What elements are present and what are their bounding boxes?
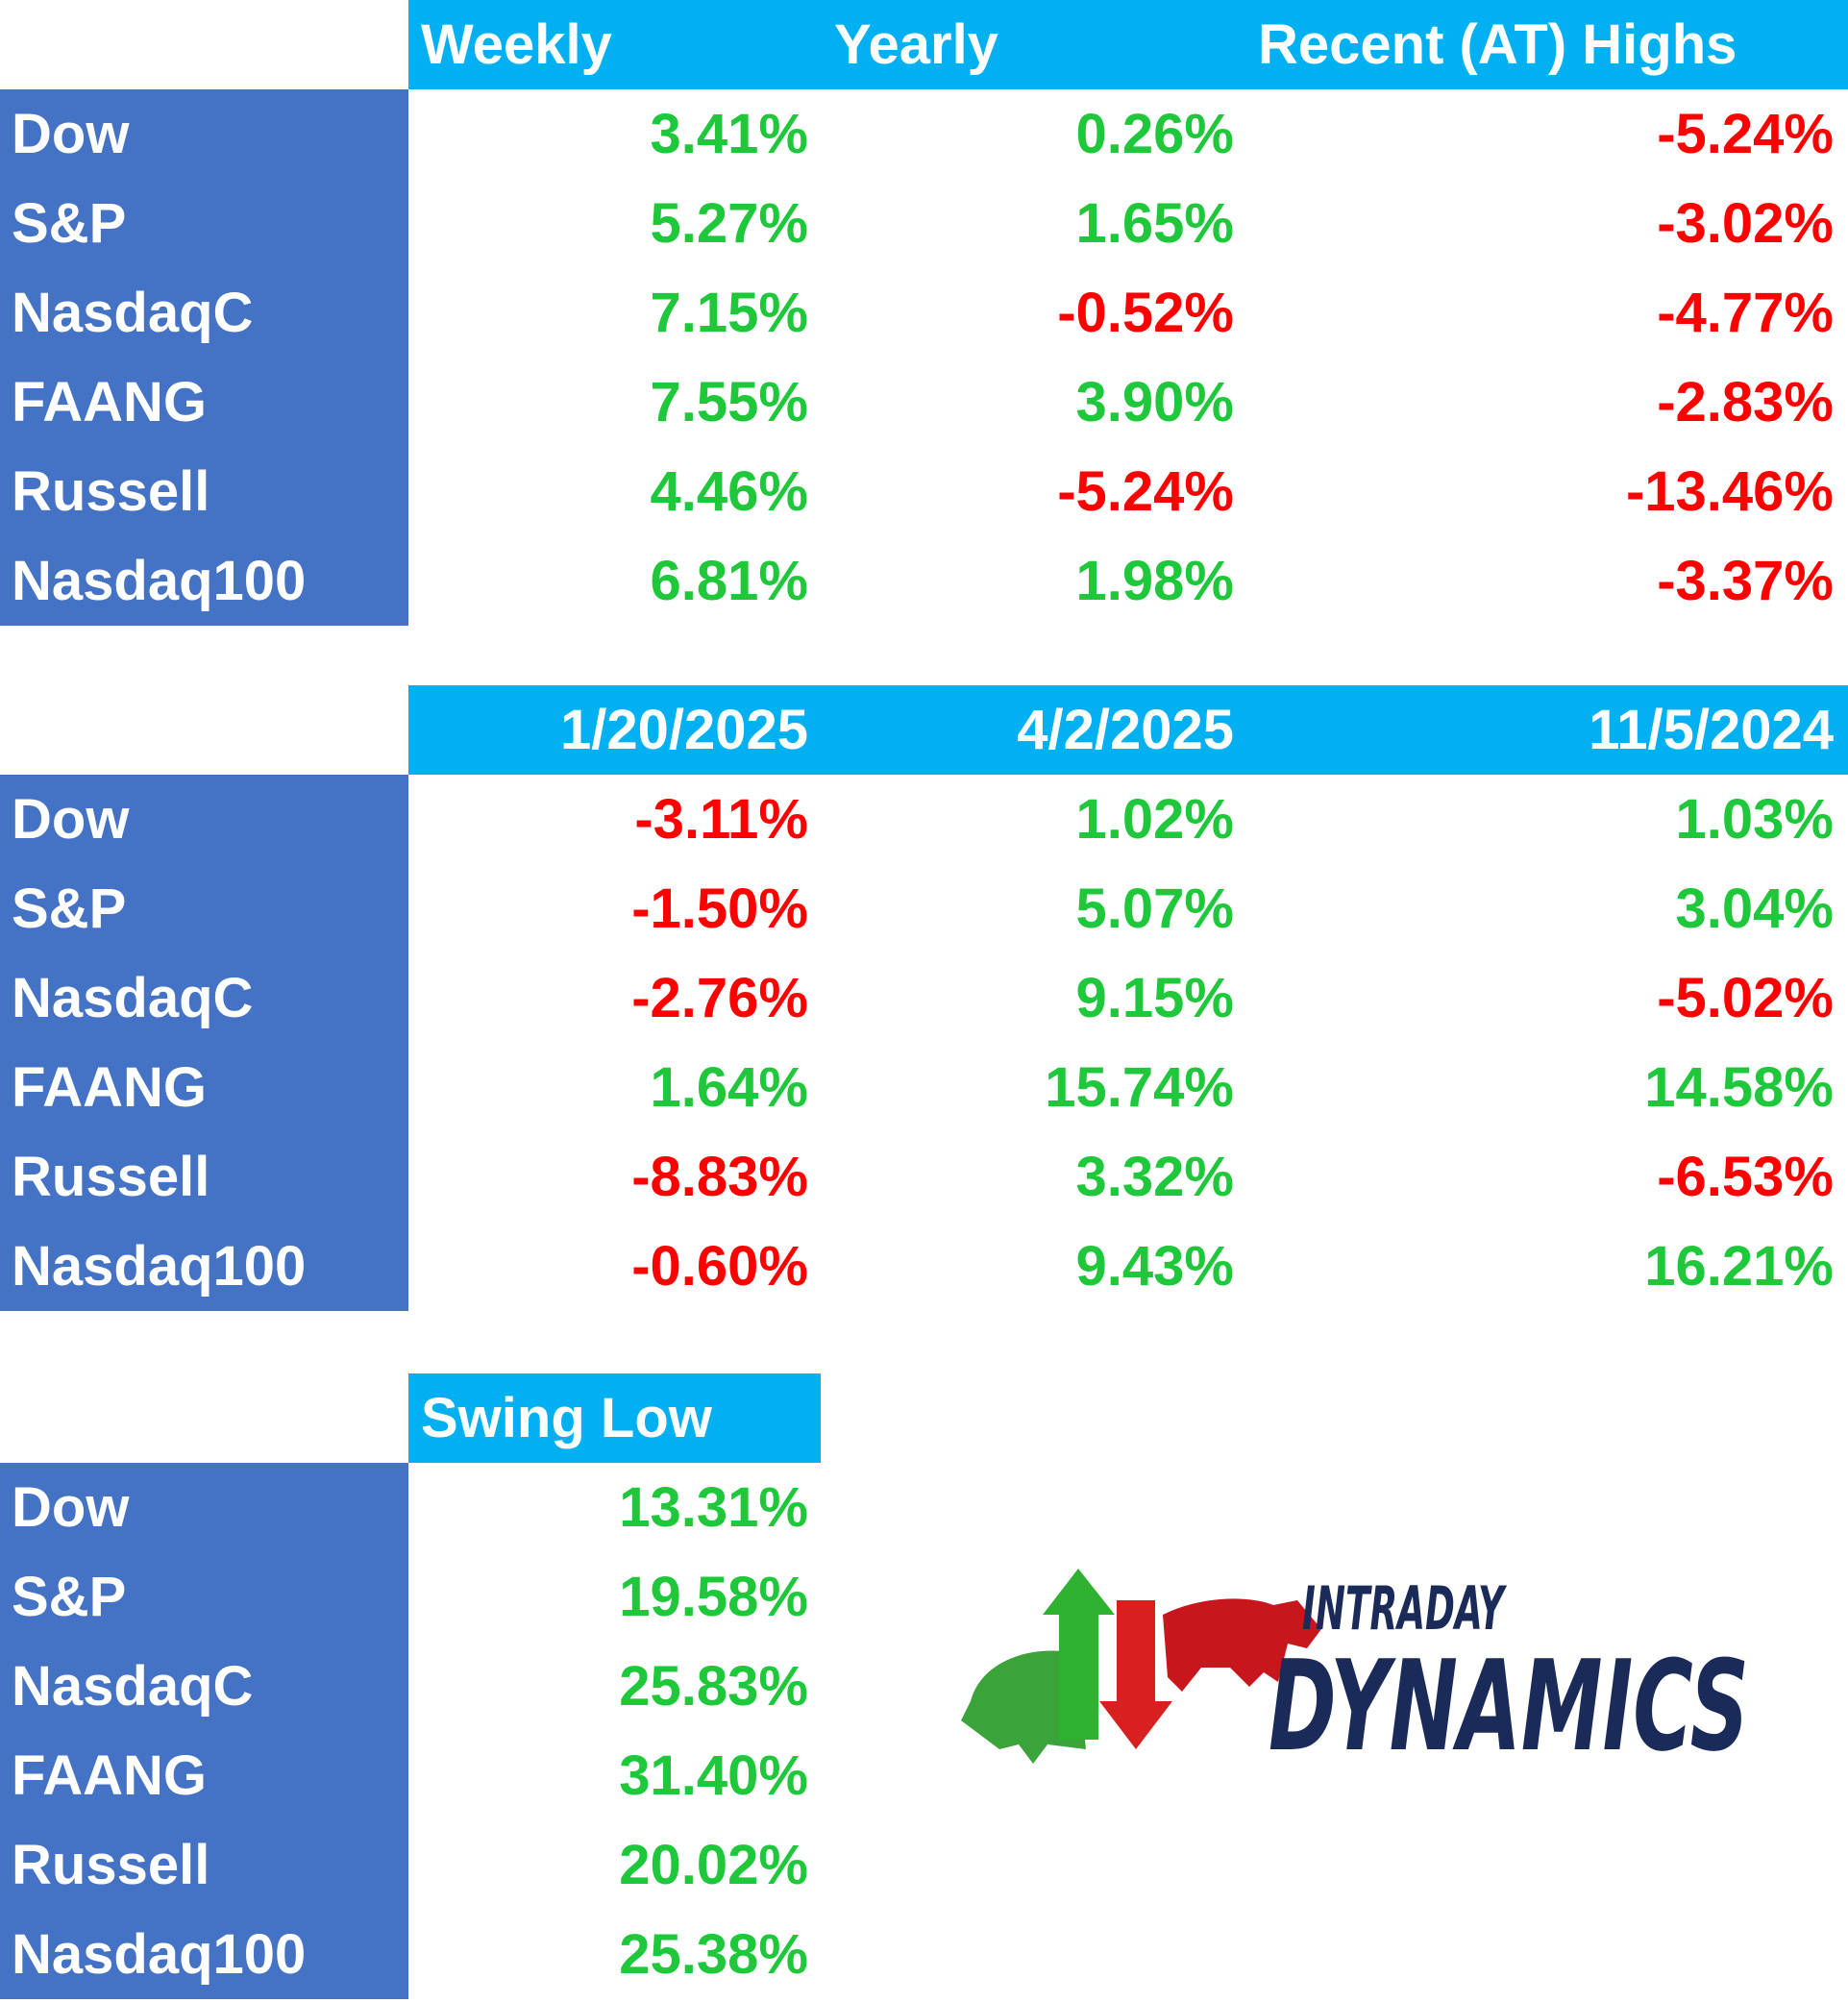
row-label: Nasdaq100	[0, 536, 408, 626]
logo: INTRADAY DYNAMICS	[961, 1569, 1749, 1779]
value-cell: 9.15%	[1075, 967, 1234, 1029]
value-cell: 3.32%	[1075, 1146, 1234, 1208]
bull-icon	[961, 1650, 1086, 1764]
logo-line2: DYNAMICS	[1269, 1633, 1749, 1779]
row-label: FAANG	[0, 1731, 408, 1820]
column-header: 11/5/2024	[1589, 699, 1834, 761]
down-arrow	[1099, 1600, 1172, 1749]
row-label: Dow	[0, 1463, 408, 1552]
value-cell: 4.46%	[650, 460, 808, 523]
column-header: Yearly	[834, 13, 998, 76]
value-cell: 14.58%	[1644, 1056, 1834, 1119]
value-cell: 20.02%	[619, 1834, 808, 1896]
row-label: S&P	[0, 1552, 408, 1642]
value-cell: -3.02%	[1657, 192, 1834, 255]
up-arrow	[1043, 1569, 1115, 1740]
row-label: Dow	[0, 89, 408, 179]
value-cell: 25.38%	[619, 1923, 808, 1986]
value-cell: -3.11%	[634, 788, 808, 851]
value-cell: -4.77%	[1657, 282, 1834, 344]
value-cell: 5.07%	[1075, 878, 1234, 940]
value-cell: -8.83%	[631, 1146, 808, 1208]
value-cell: -2.83%	[1657, 371, 1834, 433]
value-cell: 1.03%	[1675, 788, 1834, 851]
value-cell: 1.64%	[650, 1056, 808, 1119]
value-cell: 9.43%	[1075, 1235, 1234, 1298]
row-label: NasdaqC	[0, 268, 408, 358]
row-label: FAANG	[0, 358, 408, 447]
value-cell: -0.52%	[1057, 282, 1234, 344]
column-header: Recent (AT) Highs	[1258, 13, 1737, 76]
value-cell: -5.24%	[1057, 460, 1234, 523]
header-bar	[408, 1373, 821, 1463]
column-header: Swing Low	[421, 1387, 712, 1449]
row-label: Dow	[0, 775, 408, 864]
value-cell: -2.76%	[631, 967, 808, 1029]
row-label: Russell	[0, 447, 408, 536]
value-cell: -6.53%	[1657, 1146, 1834, 1208]
column-header: 1/20/2025	[559, 699, 808, 761]
value-cell: 25.83%	[619, 1655, 808, 1718]
row-label: NasdaqC	[0, 953, 408, 1043]
value-cell: 1.98%	[1075, 550, 1234, 612]
value-cell: 0.26%	[1075, 103, 1234, 165]
value-cell: 13.31%	[619, 1476, 808, 1539]
row-label: Russell	[0, 1132, 408, 1222]
value-cell: 1.02%	[1075, 788, 1234, 851]
header-bar	[408, 0, 1848, 89]
bear-icon	[1163, 1598, 1321, 1692]
column-header: 4/2/2025	[1017, 699, 1234, 761]
value-cell: 15.74%	[1045, 1056, 1234, 1119]
value-cell: 16.21%	[1644, 1235, 1834, 1298]
value-cell: 19.58%	[619, 1566, 808, 1628]
value-cell: 31.40%	[619, 1744, 808, 1807]
value-cell: -3.37%	[1657, 550, 1834, 612]
value-cell: 3.90%	[1075, 371, 1234, 433]
value-cell: 3.41%	[650, 103, 808, 165]
row-label: S&P	[0, 864, 408, 953]
header-bar	[408, 685, 1848, 775]
logo-line1: INTRADAY	[1302, 1573, 1508, 1644]
row-label: NasdaqC	[0, 1642, 408, 1731]
value-cell: 5.27%	[650, 192, 808, 255]
row-label: Nasdaq100	[0, 1222, 408, 1311]
row-label: FAANG	[0, 1043, 408, 1132]
value-cell: 3.04%	[1675, 878, 1834, 940]
value-cell: -5.24%	[1657, 103, 1834, 165]
value-cell: 6.81%	[650, 550, 808, 612]
value-cell: 1.65%	[1075, 192, 1234, 255]
row-label: Russell	[0, 1820, 408, 1910]
column-header: Weekly	[421, 13, 612, 76]
value-cell: -0.60%	[631, 1235, 808, 1298]
value-cell: 7.15%	[650, 282, 808, 344]
value-cell: -13.46%	[1625, 460, 1834, 523]
row-label: Nasdaq100	[0, 1910, 408, 1999]
value-cell: -1.50%	[631, 878, 808, 940]
row-label: S&P	[0, 179, 408, 268]
value-cell: 7.55%	[650, 371, 808, 433]
value-cell: -5.02%	[1657, 967, 1834, 1029]
